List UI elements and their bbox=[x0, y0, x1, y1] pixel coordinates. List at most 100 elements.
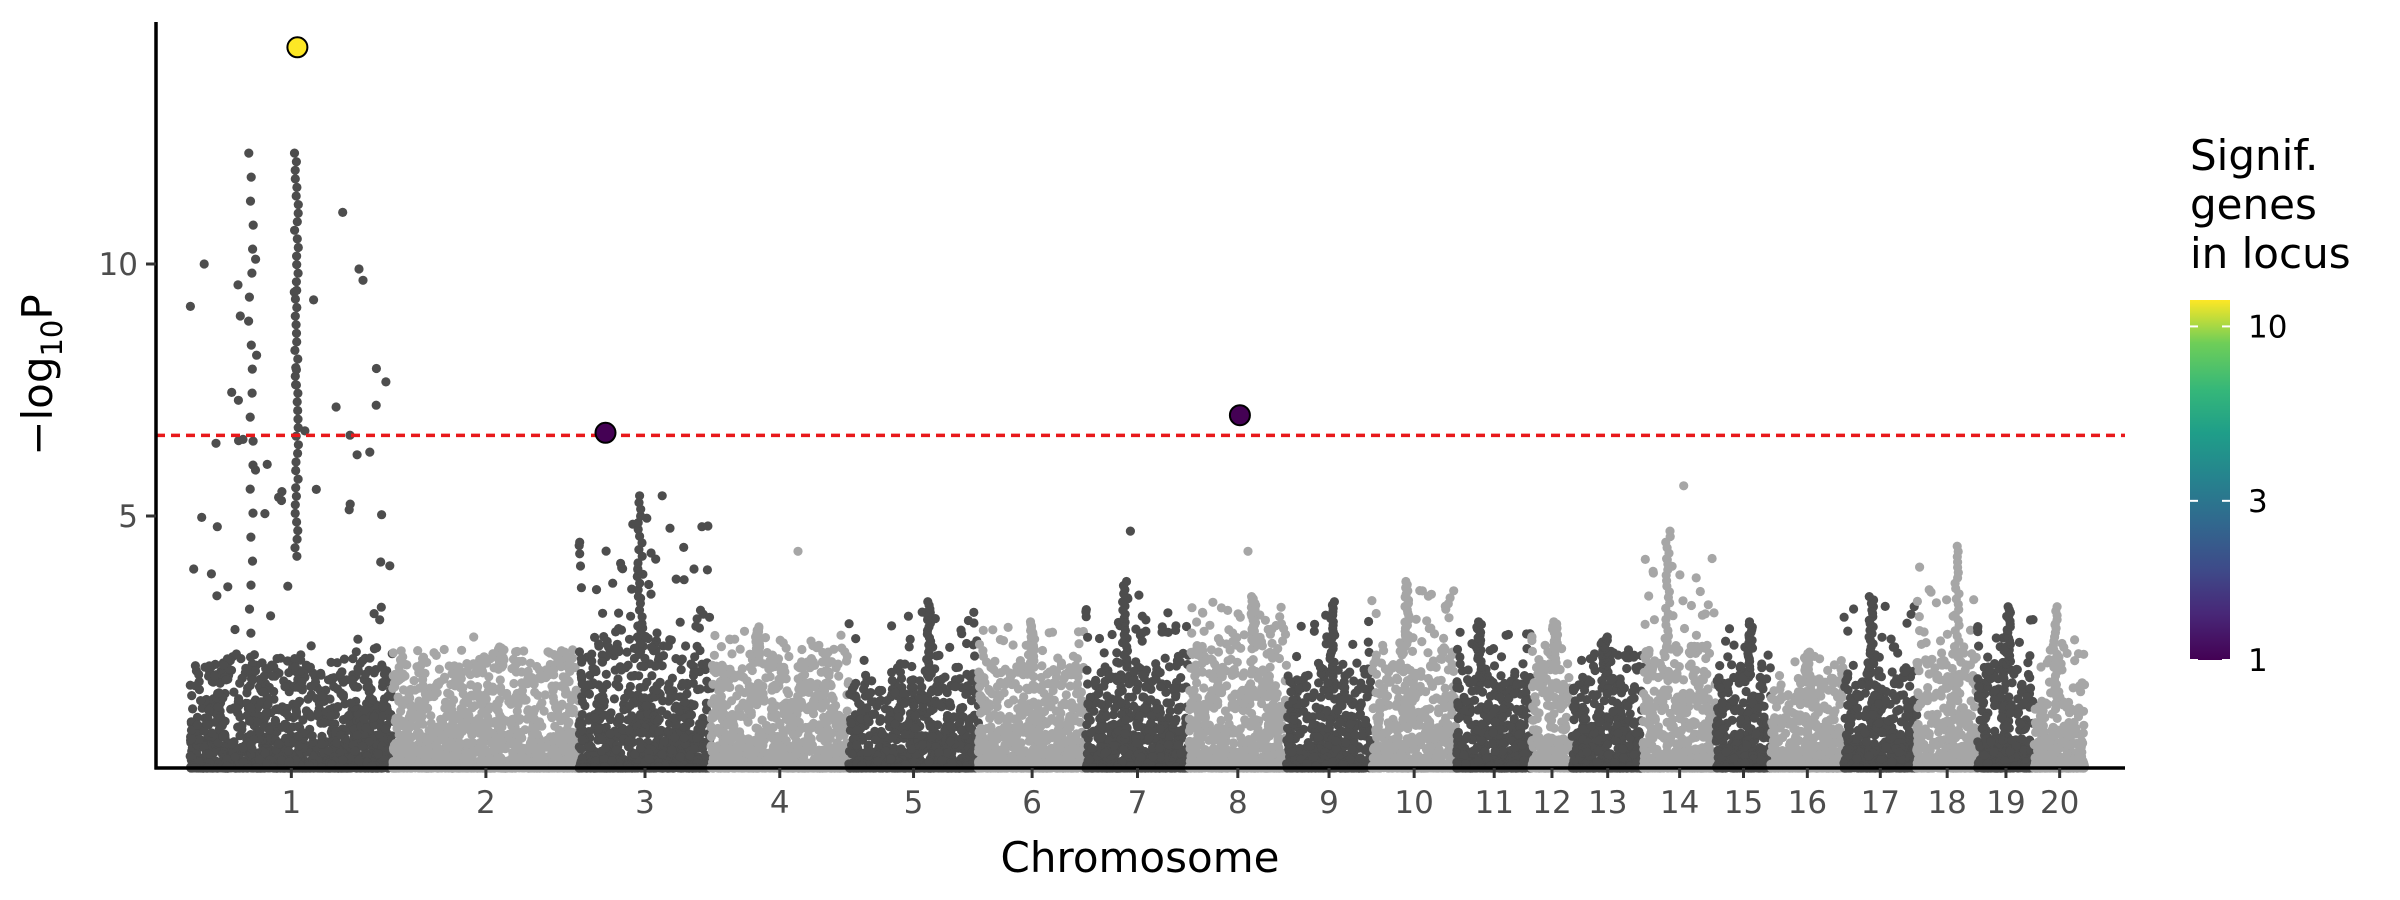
snp-point bbox=[449, 695, 459, 705]
snp-point bbox=[597, 734, 607, 745]
snp-point bbox=[196, 696, 206, 706]
snp-point bbox=[600, 710, 610, 720]
snp-point bbox=[475, 728, 485, 739]
snp-point bbox=[293, 200, 303, 210]
snp-point bbox=[335, 669, 345, 679]
snp-point bbox=[517, 686, 528, 696]
snp-point bbox=[613, 674, 623, 684]
snp-point bbox=[728, 726, 738, 737]
snp-point bbox=[786, 700, 797, 710]
snp-point bbox=[564, 753, 574, 763]
snp-point bbox=[689, 564, 699, 574]
snp-point bbox=[369, 668, 379, 678]
snp-point bbox=[380, 724, 390, 734]
snp-point bbox=[709, 694, 720, 704]
snp-point bbox=[290, 294, 300, 304]
snp-point bbox=[754, 742, 764, 752]
snp-point bbox=[254, 754, 264, 765]
snp-point bbox=[634, 737, 645, 747]
snp-point bbox=[319, 718, 329, 728]
snp-point bbox=[338, 677, 348, 687]
snp-point bbox=[274, 739, 284, 749]
snp-point bbox=[511, 667, 521, 677]
snp-point bbox=[625, 700, 635, 711]
snp-point bbox=[305, 662, 315, 672]
snp-point bbox=[712, 724, 722, 734]
snp-point bbox=[242, 688, 252, 698]
snp-point bbox=[778, 638, 788, 648]
snp-point bbox=[247, 364, 257, 374]
snp-point bbox=[837, 643, 847, 653]
snp-point bbox=[806, 723, 816, 733]
snp-point bbox=[292, 707, 302, 717]
snp-point bbox=[360, 705, 370, 715]
snp-point bbox=[800, 679, 810, 689]
snp-point bbox=[244, 148, 254, 158]
snp-point bbox=[556, 662, 566, 672]
snp-point bbox=[827, 691, 837, 701]
snp-point bbox=[627, 711, 637, 721]
snp-point bbox=[734, 670, 744, 680]
snp-point bbox=[689, 668, 699, 678]
snp-point bbox=[658, 651, 669, 661]
snp-point bbox=[781, 674, 791, 684]
snp-point bbox=[529, 714, 539, 724]
snp-point bbox=[531, 750, 541, 760]
snp-point bbox=[782, 686, 792, 696]
snp-point bbox=[823, 741, 833, 751]
snp-point bbox=[680, 697, 690, 707]
snp-point bbox=[292, 551, 302, 561]
snp-points bbox=[185, 148, 2090, 773]
snp-point bbox=[237, 720, 247, 731]
snp-point bbox=[294, 741, 304, 751]
snp-point bbox=[506, 719, 516, 729]
snp-point bbox=[601, 669, 611, 679]
snp-point bbox=[552, 751, 562, 761]
snp-point bbox=[230, 752, 240, 762]
snp-point bbox=[276, 495, 287, 506]
snp-point bbox=[246, 628, 256, 638]
snp-point bbox=[381, 377, 391, 387]
snp-point bbox=[686, 659, 696, 669]
snp-point bbox=[233, 280, 243, 290]
snp-point bbox=[732, 691, 742, 701]
snp-point bbox=[348, 654, 358, 664]
snp-point bbox=[624, 634, 635, 644]
snp-point bbox=[333, 702, 343, 712]
snp-point bbox=[292, 397, 302, 407]
snp-point bbox=[406, 684, 416, 695]
snp-point bbox=[378, 702, 388, 712]
snp-point bbox=[185, 301, 195, 311]
snp-point bbox=[246, 172, 256, 182]
snp-point bbox=[192, 720, 203, 730]
snp-point bbox=[262, 459, 272, 469]
snp-point bbox=[609, 694, 620, 704]
snp-point bbox=[768, 712, 778, 722]
snp-point bbox=[311, 484, 321, 494]
snp-point bbox=[620, 693, 630, 704]
snp-point bbox=[292, 285, 302, 295]
snp-point bbox=[523, 706, 533, 716]
snp-point bbox=[194, 734, 205, 745]
snp-point bbox=[410, 746, 420, 757]
snp-point bbox=[577, 697, 588, 707]
snp-point bbox=[644, 579, 654, 590]
snp-point bbox=[576, 654, 587, 664]
snp-point bbox=[654, 714, 664, 724]
snp-point bbox=[523, 666, 533, 677]
snp-point bbox=[816, 667, 826, 677]
snp-point bbox=[654, 726, 664, 736]
snp-point bbox=[639, 661, 649, 672]
snp-point bbox=[614, 682, 624, 692]
snp-point bbox=[493, 721, 503, 731]
snp-point bbox=[765, 748, 775, 758]
snp-point bbox=[703, 521, 713, 531]
snp-point bbox=[385, 561, 395, 571]
snp-point bbox=[293, 423, 303, 433]
snp-point bbox=[554, 702, 564, 712]
snp-point bbox=[626, 611, 636, 621]
snp-point bbox=[306, 712, 316, 722]
snp-point bbox=[353, 666, 364, 676]
snp-point bbox=[413, 646, 423, 656]
snp-point bbox=[248, 220, 258, 230]
